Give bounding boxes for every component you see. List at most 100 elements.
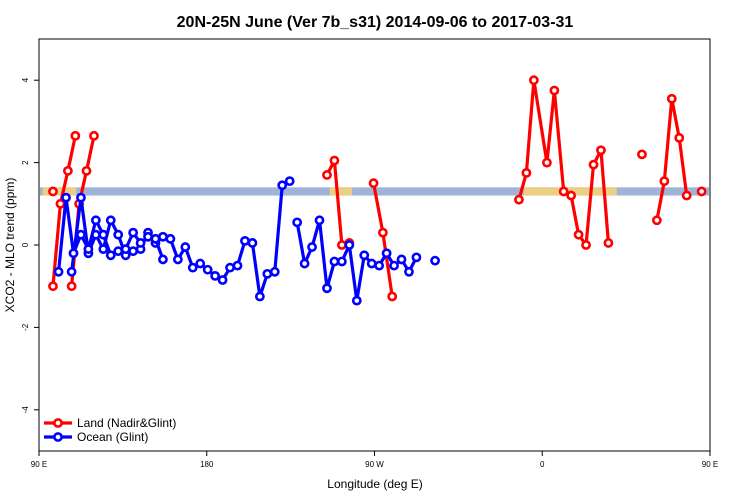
series-layer: [48, 75, 707, 306]
data-point: [299, 258, 310, 269]
chart-title: 20N-25N June (Ver 7b_s31) 2014-09-06 to …: [177, 14, 574, 31]
series-ocean: [53, 176, 440, 306]
data-point: [66, 281, 77, 292]
data-point: [366, 258, 377, 269]
data-point: [542, 157, 552, 168]
data-point: [336, 240, 347, 250]
data-point: [195, 258, 206, 269]
data-point: [368, 178, 379, 189]
data-point: [254, 291, 265, 302]
data-point: [180, 242, 191, 252]
data-point: [83, 244, 94, 255]
data-point: [48, 281, 58, 292]
y-tick-label: 0: [21, 242, 30, 247]
data-point: [48, 186, 58, 197]
data-point: [314, 215, 325, 226]
data-point: [62, 165, 73, 176]
data-point: [150, 233, 161, 244]
data-point: [158, 231, 168, 242]
x-tick-label: 0: [540, 460, 545, 469]
band-highlight: [329, 187, 353, 196]
data-point: [351, 295, 362, 306]
legend-label: Ocean (Glint): [77, 430, 148, 444]
data-point: [329, 155, 340, 166]
data-point: [329, 256, 340, 267]
data-point: [202, 264, 213, 275]
data-point: [76, 192, 86, 203]
data-point: [637, 149, 647, 160]
data-point: [158, 254, 168, 265]
y-tick-label: 2: [21, 160, 30, 165]
data-point: [284, 176, 295, 187]
data-point: [359, 250, 370, 261]
data-point: [232, 260, 243, 271]
x-axis-label: Longitude (deg E): [327, 477, 422, 491]
data-point: [105, 215, 116, 226]
data-point: [165, 233, 176, 244]
y-tick-label: -2: [21, 323, 30, 331]
data-point: [128, 227, 139, 238]
data-point: [66, 266, 77, 277]
x-tick-label: 90 W: [365, 460, 384, 469]
data-point: [307, 242, 317, 252]
data-point: [581, 240, 591, 250]
series-land: [48, 75, 707, 302]
data-point: [588, 159, 599, 170]
data-point: [430, 255, 440, 266]
data-point: [113, 229, 124, 240]
data-point: [68, 248, 79, 259]
data-point: [105, 250, 116, 261]
y-tick-label: 4: [21, 77, 30, 82]
data-point: [322, 170, 332, 180]
data-point: [113, 246, 124, 257]
data-point: [292, 217, 303, 228]
series-line: [371, 182, 394, 297]
data-point: [120, 244, 131, 255]
data-point: [377, 227, 388, 238]
data-point: [681, 190, 692, 201]
data-point: [240, 235, 250, 246]
data-point: [336, 256, 347, 267]
data-point: [528, 75, 539, 86]
y-axis-label: XCO2 - MLO trend (ppm): [3, 178, 17, 313]
data-point: [187, 262, 198, 273]
band-highlight: [42, 187, 77, 196]
data-point: [98, 244, 109, 255]
data-point: [81, 165, 92, 176]
data-point: [573, 229, 584, 240]
data-point: [135, 238, 146, 248]
data-point: [172, 254, 183, 265]
data-point: [89, 130, 99, 141]
series-line: [655, 97, 689, 221]
data-point: [396, 254, 407, 265]
data-point: [374, 260, 385, 271]
data-point: [277, 180, 288, 191]
data-point: [558, 186, 569, 197]
data-point: [514, 194, 524, 205]
data-point: [659, 176, 670, 187]
data-point: [344, 240, 355, 250]
data-point: [217, 275, 228, 285]
data-point: [549, 85, 560, 96]
legend-marker: [53, 432, 63, 442]
data-point: [128, 246, 139, 257]
x-tick-label: 180: [200, 460, 214, 469]
data-point: [98, 229, 109, 240]
x-tick-label: 90 E: [31, 460, 47, 469]
data-point: [76, 229, 86, 240]
data-point: [70, 130, 81, 141]
legend: Land (Nadir&Glint)Ocean (Glint): [44, 416, 176, 444]
series-line: [51, 135, 77, 287]
y-axis: -4 -2 0 2 4: [21, 77, 39, 413]
legend-marker: [53, 418, 63, 428]
series-line: [70, 179, 291, 299]
data-point: [521, 167, 532, 178]
x-axis: 90 E 180 90 W 0 90 E: [31, 451, 718, 469]
data-point: [696, 186, 707, 197]
data-point: [143, 231, 153, 242]
data-point: [90, 215, 101, 226]
data-point: [404, 266, 414, 277]
data-point: [269, 266, 280, 277]
data-point: [210, 270, 221, 281]
